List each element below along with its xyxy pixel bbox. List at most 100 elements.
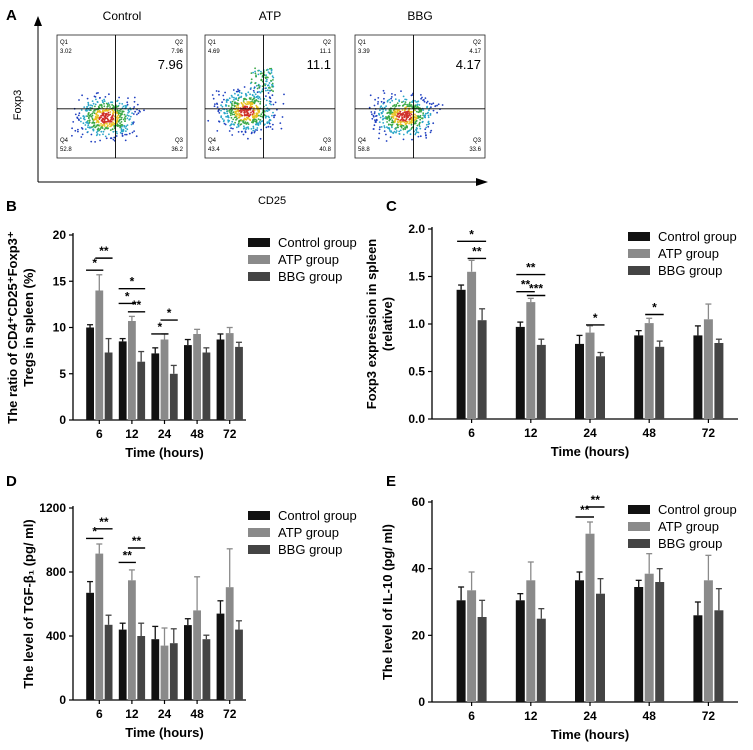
flow-event bbox=[243, 127, 246, 130]
flow-event bbox=[238, 109, 241, 112]
flow-event bbox=[113, 136, 116, 139]
flow-event bbox=[410, 113, 413, 116]
x-tick-label-b: 6 bbox=[96, 427, 103, 441]
flow-event bbox=[97, 130, 99, 133]
flow-event bbox=[116, 115, 119, 117]
flow-event bbox=[404, 126, 407, 129]
flow-event bbox=[258, 90, 260, 93]
flow-event bbox=[375, 118, 378, 121]
flow-event bbox=[274, 114, 276, 117]
flow-event bbox=[246, 122, 248, 125]
legend-label-c: BBG group bbox=[658, 263, 722, 278]
y-axis-title-c: Foxp3 expression in spleen bbox=[364, 239, 379, 410]
flow-event bbox=[422, 112, 425, 115]
flow-event bbox=[245, 94, 248, 97]
flow-event bbox=[410, 123, 413, 126]
flow-event bbox=[410, 116, 413, 119]
flow-event bbox=[111, 115, 114, 117]
flow-event bbox=[378, 128, 381, 131]
flow-event bbox=[116, 109, 118, 111]
flow-event bbox=[385, 105, 387, 108]
flow-event bbox=[135, 135, 138, 138]
flow-event bbox=[260, 113, 263, 116]
flow-event bbox=[385, 116, 387, 118]
flow-event bbox=[99, 96, 101, 99]
flow-event bbox=[245, 128, 247, 131]
flow-event bbox=[378, 137, 380, 140]
x-tick-label-b: 24 bbox=[158, 427, 172, 441]
bar-e-s2-c4 bbox=[714, 610, 724, 702]
flow-event bbox=[121, 130, 124, 133]
flow-event bbox=[250, 87, 252, 89]
flow-event bbox=[244, 97, 246, 100]
flow-event bbox=[223, 122, 226, 125]
bar-d-s2-c2 bbox=[169, 643, 178, 700]
flow-event bbox=[106, 125, 109, 128]
flow-y-label: Foxp3 bbox=[12, 90, 24, 121]
flow-event bbox=[84, 124, 87, 126]
bar-d-s1-c4 bbox=[225, 587, 234, 700]
flow-event bbox=[394, 98, 397, 101]
flow-event bbox=[112, 105, 115, 107]
flow-event bbox=[417, 100, 420, 103]
flow-event bbox=[100, 122, 102, 125]
flow-event bbox=[271, 82, 274, 85]
flow-event bbox=[268, 102, 271, 105]
panel-label-e: E bbox=[386, 473, 396, 490]
legend-swatch-e bbox=[628, 505, 650, 514]
flow-event bbox=[212, 97, 215, 100]
flow-event bbox=[77, 128, 79, 131]
flow-event bbox=[111, 123, 113, 125]
flow-event bbox=[421, 121, 424, 124]
y-tick-label-b: 15 bbox=[53, 274, 67, 288]
flow-event bbox=[436, 111, 438, 114]
flow-event bbox=[115, 135, 118, 137]
flow-event bbox=[269, 72, 271, 75]
flow-event bbox=[230, 123, 233, 126]
legend-label-b: Control group bbox=[278, 235, 357, 250]
flow-event bbox=[377, 97, 380, 99]
flow-event bbox=[388, 118, 391, 121]
flow-event bbox=[411, 126, 413, 129]
flow-event bbox=[223, 98, 225, 101]
bar-c-s1-c4 bbox=[703, 319, 713, 420]
flow-event bbox=[414, 132, 417, 135]
flow-event bbox=[91, 114, 94, 117]
flow-event bbox=[257, 73, 260, 76]
flow-event bbox=[229, 101, 232, 104]
flow-event bbox=[390, 115, 393, 118]
flow-quadrant-label: Q1 bbox=[60, 40, 69, 46]
flow-event bbox=[251, 99, 254, 101]
flow-event bbox=[245, 126, 248, 129]
flow-event bbox=[102, 101, 104, 104]
flow-event bbox=[105, 113, 108, 116]
flow-event bbox=[415, 115, 417, 117]
flow-event bbox=[107, 113, 109, 116]
flow-event bbox=[423, 99, 425, 101]
flow-event bbox=[72, 121, 75, 123]
x-tick-label-e: 48 bbox=[643, 709, 657, 723]
flow-quadrant-label: Q4 bbox=[208, 138, 217, 144]
flow-event bbox=[231, 100, 234, 103]
flow-event bbox=[402, 138, 405, 141]
flow-event bbox=[86, 121, 88, 123]
flow-event bbox=[267, 71, 270, 73]
flow-event bbox=[430, 103, 433, 106]
flow-event bbox=[244, 92, 247, 95]
flow-event bbox=[416, 105, 419, 108]
flow-event bbox=[121, 132, 124, 135]
flow-event bbox=[100, 104, 103, 107]
flow-event bbox=[419, 135, 422, 138]
flow-event bbox=[96, 119, 98, 122]
flow-event bbox=[103, 128, 106, 131]
flow-event bbox=[237, 123, 239, 126]
flow-event bbox=[248, 101, 251, 103]
flow-event bbox=[120, 116, 123, 119]
flow-event bbox=[256, 122, 259, 125]
bar-b-s1-c1 bbox=[128, 321, 136, 420]
flow-event bbox=[89, 109, 92, 112]
flow-event bbox=[389, 101, 392, 104]
flow-event bbox=[232, 111, 235, 114]
flow-event bbox=[398, 130, 401, 133]
bar-b-s2-c0 bbox=[104, 352, 113, 420]
